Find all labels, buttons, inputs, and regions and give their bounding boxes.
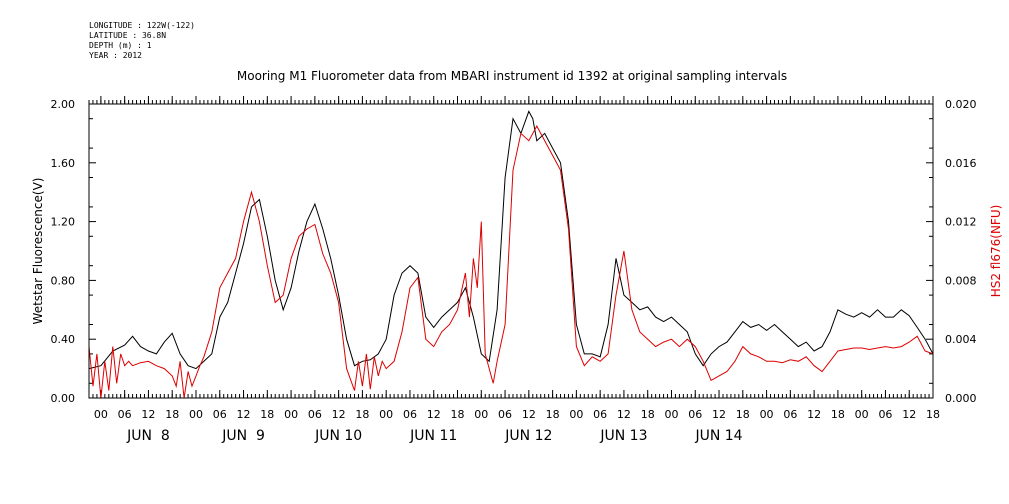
plot-frame: [88, 103, 934, 399]
x-hour-tick-label: 00: [664, 408, 678, 421]
x-hour-tick-label: 00: [379, 408, 393, 421]
metadata-depth: DEPTH (m) : 1: [89, 41, 152, 50]
x-hour-tick-label: 06: [878, 408, 892, 421]
series-line-hs2: [88, 125, 934, 399]
x-hour-tick-label: 06: [498, 408, 512, 421]
x-day-label: JUN 11: [409, 428, 457, 444]
x-hour-tick-label: 18: [260, 408, 274, 421]
chart-title: Mooring M1 Fluorometer data from MBARI i…: [237, 69, 787, 83]
metadata-year: YEAR : 2012: [89, 51, 142, 60]
x-hour-tick-label: 06: [118, 408, 132, 421]
metadata-latitude: LATITUDE : 36.8N: [89, 31, 167, 40]
x-hour-tick-label: 00: [474, 408, 488, 421]
x-hour-tick-label: 18: [451, 408, 465, 421]
y-right-tick-label: 0.016: [945, 157, 977, 170]
x-hour-tick-label: 00: [189, 408, 203, 421]
x-hour-tick-label: 12: [522, 408, 536, 421]
x-hour-tick-label: 12: [712, 408, 726, 421]
y-left-tick-label: 1.60: [51, 157, 76, 170]
x-day-label: JUN 14: [694, 428, 742, 444]
x-hour-tick-label: 06: [783, 408, 797, 421]
metadata-block: LONGITUDE : 122W(-122) LATITUDE : 36.8N …: [89, 21, 195, 61]
y-left-tick-label: 1.20: [51, 216, 76, 229]
y-axis-right-label: HS2 fl676(NFU): [989, 205, 1003, 298]
x-hour-tick-label: 00: [760, 408, 774, 421]
x-hour-tick-label: 12: [807, 408, 821, 421]
x-day-label: JUN 13: [599, 428, 647, 444]
y-left-tick-label: 0.40: [51, 333, 76, 346]
x-hour-tick-label: 06: [308, 408, 322, 421]
x-day-label: JUN 8: [126, 428, 170, 444]
x-hour-tick-label: 12: [617, 408, 631, 421]
x-hour-tick-label: 18: [641, 408, 655, 421]
x-hour-tick-label: 06: [403, 408, 417, 421]
x-day-label: JUN 10: [314, 428, 362, 444]
x-hour-tick-label: 12: [332, 408, 346, 421]
x-hour-tick-label: 06: [688, 408, 702, 421]
series-line-wetstar: [88, 110, 934, 370]
y-left-tick-label: 2.00: [51, 98, 76, 111]
x-day-label: JUN 12: [504, 428, 552, 444]
y-right-tick-label: 0.000: [945, 392, 977, 405]
x-hour-tick-label: 12: [141, 408, 155, 421]
x-hour-tick-label: 18: [831, 408, 845, 421]
x-hour-tick-label: 00: [569, 408, 583, 421]
x-day-label: JUN 9: [221, 428, 265, 444]
x-hour-tick-label: 18: [546, 408, 560, 421]
x-hour-tick-label: 00: [94, 408, 108, 421]
x-hour-tick-label: 00: [855, 408, 869, 421]
metadata-longitude: LONGITUDE : 122W(-122): [89, 21, 195, 30]
x-hour-tick-label: 18: [736, 408, 750, 421]
y-right-tick-label: 0.020: [945, 98, 977, 111]
x-hour-tick-label: 00: [284, 408, 298, 421]
x-hour-tick-label: 06: [213, 408, 227, 421]
y-axis-left-label: Wetstar Fluorescence(V): [31, 178, 45, 325]
y-left-tick-label: 0.80: [51, 274, 76, 287]
x-hour-tick-label: 18: [355, 408, 369, 421]
x-hour-tick-label: 12: [427, 408, 441, 421]
x-hour-tick-label: 18: [926, 408, 940, 421]
y-right-tick-label: 0.012: [945, 216, 977, 229]
x-hour-tick-label: 12: [237, 408, 251, 421]
x-hour-tick-label: 12: [902, 408, 916, 421]
x-hour-tick-label: 06: [593, 408, 607, 421]
x-hour-tick-label: 18: [165, 408, 179, 421]
y-left-tick-label: 0.00: [51, 392, 76, 405]
y-right-tick-label: 0.004: [945, 333, 977, 346]
y-right-tick-label: 0.008: [945, 274, 977, 287]
